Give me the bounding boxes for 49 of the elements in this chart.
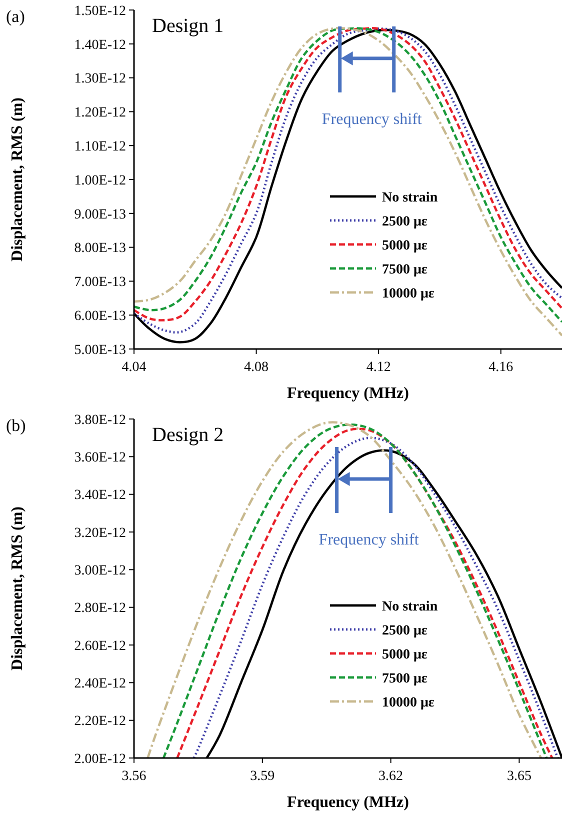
x-tick-label: 4.04: [122, 360, 146, 375]
y-tick-label: 5.00E-13: [74, 342, 126, 358]
legend-label: No strain: [382, 599, 438, 614]
y-tick-label: 2.20E-12: [74, 714, 126, 730]
text: (a): [6, 7, 25, 26]
y-tick-label: 2.60E-12: [74, 638, 126, 654]
y-tick-label: 9.00E-13: [74, 207, 126, 222]
legend-label: 10000 με: [382, 286, 434, 302]
y-tick-label: 3.20E-12: [74, 526, 126, 541]
legend-label: No strain: [382, 190, 438, 206]
x-tick-label: 3.62: [378, 769, 404, 784]
y-tick-label: 1.00E-12: [74, 173, 126, 188]
text: (b): [6, 416, 26, 435]
y-tick-label: 7.00E-13: [74, 275, 126, 290]
legend-label: 5000 με: [382, 238, 428, 254]
y-tick-label: 3.80E-12: [74, 412, 126, 428]
y-tick-label: 6.00E-13: [74, 309, 126, 324]
x-axis-title: Frequency (MHz): [287, 385, 409, 402]
y-tick-label: 3.60E-12: [74, 450, 126, 466]
y-tick-label: 2.80E-12: [74, 601, 126, 616]
legend-label: 2500 με: [382, 623, 428, 638]
x-tick-label: 3.59: [250, 769, 275, 784]
y-tick-label: 1.10E-12: [74, 140, 126, 154]
x-tick-label: 4.12: [366, 360, 391, 375]
legend-label: 2500 με: [382, 214, 428, 230]
legend-label: 5000 με: [382, 647, 428, 662]
annotation: Frequency shift: [322, 110, 422, 128]
x-tick-label: 4.08: [244, 360, 269, 375]
x-tick-label: 4.16: [488, 360, 514, 375]
annotation: Frequency shift: [318, 532, 420, 549]
y-tick-label: 2.00E-12: [74, 752, 126, 767]
x-tick-label: 3.56: [122, 769, 146, 784]
y-axis-title: Displacement, RMS (m): [9, 98, 26, 262]
y-tick-label: 1.20E-12: [74, 106, 126, 121]
legend-label: 7500 με: [382, 671, 428, 686]
annotation: Design 2: [152, 424, 224, 446]
y-tick-label: 3.00E-12: [74, 564, 126, 579]
y-tick-label: 1.40E-12: [74, 38, 126, 53]
x-axis-title: Frequency (MHz): [287, 794, 409, 811]
y-tick-label: 8.00E-13: [74, 241, 126, 256]
x-tick-label: 3.65: [506, 769, 532, 784]
y-tick-label: 2.40E-12: [74, 676, 126, 692]
y-tick-label: 1.30E-12: [74, 72, 126, 87]
y-tick-label: 3.40E-12: [74, 488, 126, 504]
y-axis-title: Displacement, RMS (m): [9, 506, 26, 670]
legend-label: 10000 με: [382, 695, 434, 710]
annotation: Design 1: [152, 15, 224, 37]
legend-label: 7500 με: [382, 262, 428, 278]
y-tick-label: 1.50E-12: [74, 4, 126, 19]
